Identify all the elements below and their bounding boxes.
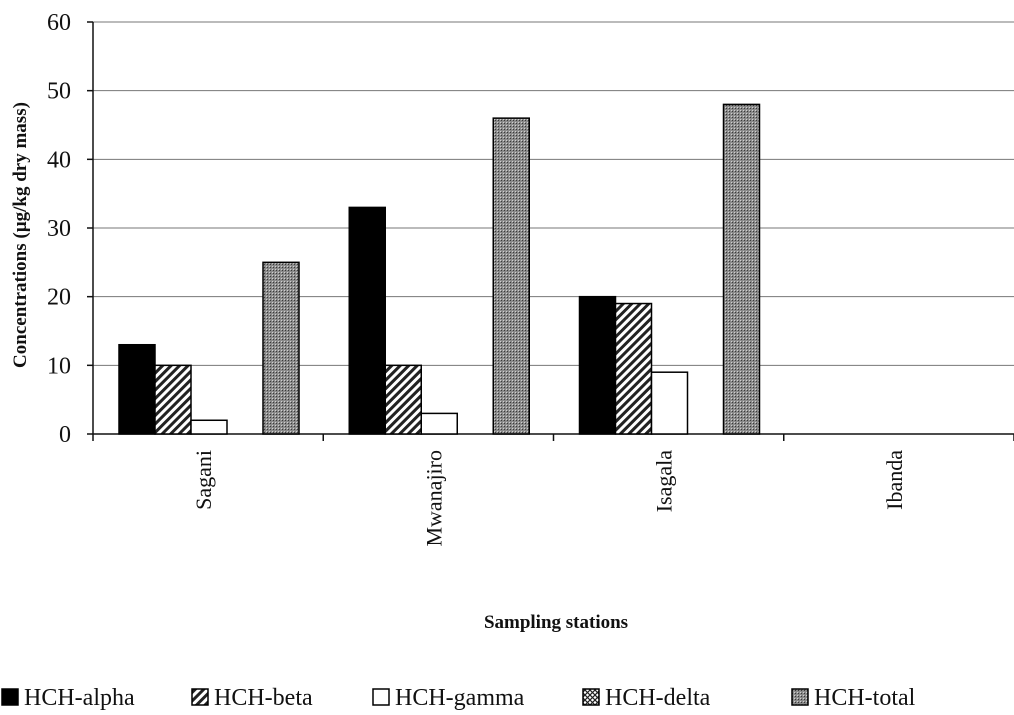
bar-hch-total-sagani (262, 261, 300, 435)
bar-hch-gamma-isagala (650, 371, 689, 435)
y-tick-label: 40 (47, 147, 71, 173)
legend-label: HCH-delta (605, 685, 711, 711)
bar-hch-beta-sagani (154, 364, 192, 435)
axes (92, 22, 1014, 441)
legend-swatch (791, 688, 809, 706)
y-tick-label: 0 (59, 422, 71, 448)
bar-hch-total-mwanajiro (492, 117, 530, 435)
gridlines (87, 21, 1014, 435)
x-tick-label: Sagani (191, 450, 216, 510)
bar-hch-total-isagala (722, 103, 761, 435)
bar-hch-gamma-mwanajiro (420, 412, 458, 435)
bar-hch-beta-mwanajiro (384, 364, 422, 435)
bar-hch-gamma-sagani (190, 419, 228, 435)
y-tick-label: 20 (47, 285, 71, 311)
y-tick-label: 60 (47, 10, 71, 36)
category-labels: Sagani Mwanajiro Isagala Ibanda (191, 450, 907, 547)
legend-label: HCH-total (814, 685, 916, 711)
y-tick-label: 10 (47, 353, 71, 379)
bars (118, 103, 761, 435)
bar-hch-beta-isagala (614, 302, 653, 435)
y-tick-label: 30 (47, 216, 71, 242)
bar-hch-alpha-isagala (578, 295, 617, 435)
x-tick-label: Isagala (652, 450, 677, 513)
y-axis-label: Concentrations (µg/kg dry mass) (10, 102, 31, 368)
bar-hch-alpha-sagani (118, 343, 156, 435)
x-tick-label: Mwanajiro (421, 450, 446, 547)
legend-label: HCH-gamma (395, 685, 525, 711)
y-tick-labels: 0 10 20 30 40 50 60 (47, 10, 71, 448)
legend-label: HCH-beta (214, 685, 313, 711)
legend-swatch (1, 688, 19, 706)
legend-label: HCH-alpha (24, 685, 135, 711)
legend-swatch (191, 688, 209, 706)
legend-swatch (582, 688, 600, 706)
y-tick-label: 50 (47, 79, 71, 105)
x-tick-label: Ibanda (882, 450, 907, 510)
bar-hch-alpha-mwanajiro (348, 206, 386, 435)
legend-swatch (372, 688, 390, 706)
legend: HCH-alpha HCH-beta HCH-gamma HCH-delta HCH-t… (1, 685, 916, 711)
x-axis-label: Sampling stations (484, 612, 628, 633)
